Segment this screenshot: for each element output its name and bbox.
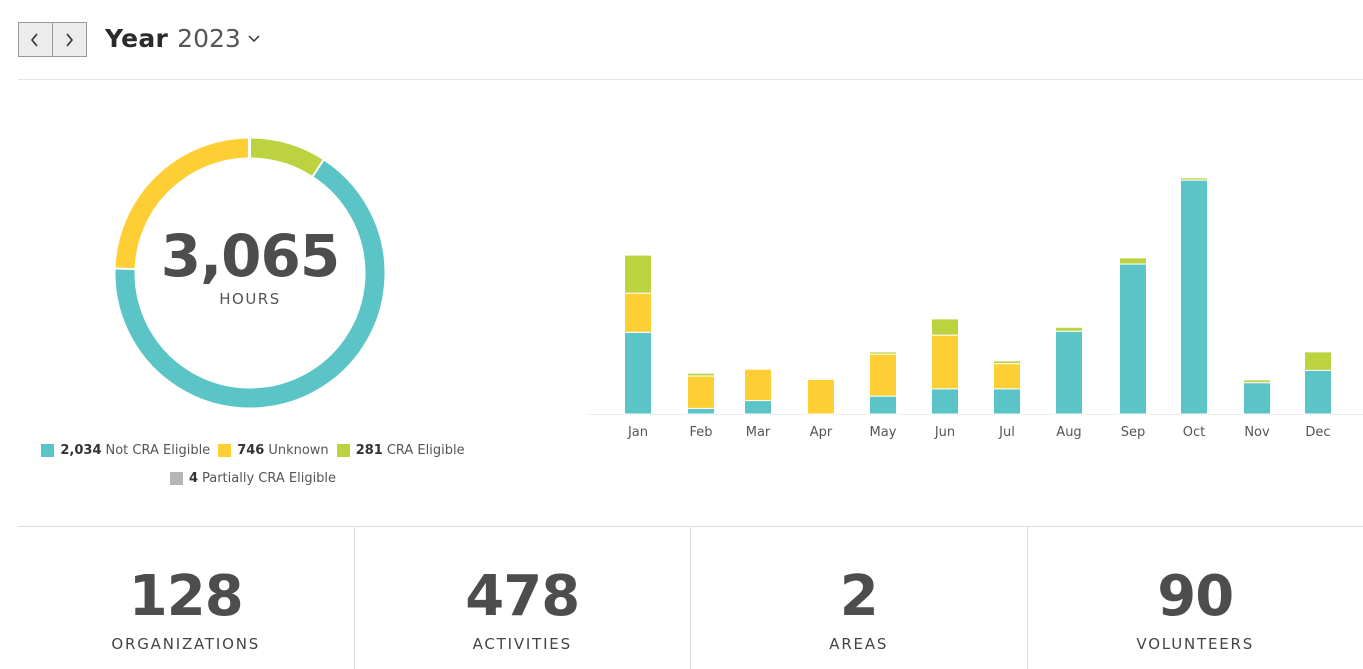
bar-jan-unknown[interactable] [624, 292, 652, 333]
legend-label: Unknown [268, 442, 329, 458]
bar-apr-unknown[interactable] [807, 378, 835, 415]
chevron-left-icon [31, 32, 38, 47]
legend-row: 2,034 Not CRA Eligible 746 Unknown 281 CRA El… [18, 438, 488, 462]
previous-year-button[interactable] [18, 22, 53, 57]
bar-nov-cra-eligible[interactable] [1243, 379, 1271, 384]
bar-may-unknown[interactable] [869, 353, 897, 397]
stat-volunteers: 90 VOLUNTEERS [1026, 527, 1363, 669]
stat-label: ACTIVITIES [472, 635, 572, 653]
bar-oct-cra-eligible[interactable] [1180, 177, 1208, 181]
legend-swatch [169, 471, 183, 485]
donut-svg [115, 138, 385, 408]
legend-count: 2,034 [60, 442, 102, 458]
donut-center: 3,065 HOURS [115, 138, 385, 408]
bar-aug-cra-eligible[interactable] [1055, 326, 1083, 332]
stat-activities: 478 ACTIVITIES [353, 527, 691, 669]
legend-label: CRA Eligible [386, 442, 465, 458]
summary-stats: 128 ORGANIZATIONS 478 ACTIVITIES 2 AREAS… [18, 527, 1363, 669]
bar-jun-cra-eligible[interactable] [931, 318, 959, 336]
legend-item[interactable]: 746 Unknown [218, 443, 329, 458]
stat-organizations: 128 ORGANIZATIONS [18, 527, 354, 669]
year-selector[interactable]: Year 2023 [105, 24, 260, 54]
stats-divider [18, 526, 1363, 527]
bar-nov-not-cra-eligible[interactable] [1243, 382, 1271, 415]
donut-separator [311, 158, 325, 178]
bar-mar-unknown[interactable] [744, 368, 772, 402]
bar-dec-cra-eligible[interactable] [1304, 351, 1332, 371]
bar-aug-not-cra-eligible[interactable] [1055, 330, 1083, 415]
legend-label: Partially CRA Eligible [201, 470, 337, 486]
x-tick-label: Nov [1244, 425, 1270, 440]
bar-dec-not-cra-eligible[interactable] [1304, 369, 1332, 415]
hours-unit-label: HOURS [219, 290, 281, 308]
x-tick-label: Jul [998, 425, 1015, 440]
stat-value: 2 [839, 564, 879, 629]
bar-jan-cra-eligible[interactable] [624, 254, 652, 294]
x-tick-label: Jan [627, 425, 648, 440]
donut-segment-cra-eligible [249, 138, 324, 177]
x-tick-label: Sep [1121, 425, 1146, 440]
bar-feb-unknown[interactable] [687, 375, 715, 409]
x-tick-label: May [870, 425, 897, 440]
header-divider [18, 79, 1363, 80]
x-tick-label: Aug [1056, 425, 1081, 440]
year-value[interactable]: 2023 [177, 24, 241, 53]
bar-feb-not-cra-eligible[interactable] [687, 407, 715, 415]
donut-separator [115, 267, 136, 271]
legend-count: 746 [237, 442, 265, 458]
legend-count: 4 [188, 470, 198, 486]
x-tick-label: Jun [934, 425, 955, 440]
donut-segment-unknown [115, 138, 250, 270]
bar-jun-not-cra-eligible[interactable] [931, 388, 959, 415]
bar-sep-cra-eligible[interactable] [1119, 257, 1147, 265]
legend-label: Not CRA Eligible [105, 442, 211, 458]
bar-jun-unknown[interactable] [931, 334, 959, 390]
bar-jul-unknown[interactable] [993, 363, 1021, 390]
bar-apr-cra-eligible[interactable] [807, 377, 835, 380]
legend-item[interactable]: 2,034 Not CRA Eligible [41, 443, 210, 458]
x-tick-label: Dec [1305, 425, 1330, 440]
stat-areas: 2 AREAS [690, 527, 1027, 669]
legend-count: 281 [355, 442, 383, 458]
year-navigation [18, 22, 87, 57]
x-tick-label: Mar [746, 425, 771, 440]
stat-value: 478 [465, 564, 580, 629]
x-tick-label: Apr [810, 425, 833, 440]
bar-jul-not-cra-eligible[interactable] [993, 388, 1021, 415]
legend-item[interactable]: 4 Partially CRA Eligible [169, 470, 337, 486]
legend-swatch [41, 443, 55, 457]
donut-legend: 2,034 Not CRA Eligible 746 Unknown 281 CRA El… [18, 438, 488, 494]
bar-may-cra-eligible[interactable] [869, 351, 897, 355]
stat-label: AREAS [829, 635, 889, 653]
x-tick-label: Oct [1183, 425, 1205, 440]
legend-swatch [218, 443, 232, 457]
bar-may-not-cra-eligible[interactable] [869, 395, 897, 415]
x-tick-label: Feb [689, 425, 712, 440]
monthly-hours-bar-chart: Jan Feb Mar Apr May Jun Jul Aug Sep Oct Nov Dec [588, 177, 1363, 440]
next-year-button[interactable] [52, 22, 87, 57]
legend-swatch [336, 443, 350, 457]
bar-feb-cra-eligible[interactable] [687, 372, 715, 377]
chevron-down-icon[interactable] [248, 35, 260, 43]
donut-segment-not-cra-eligible [115, 160, 385, 408]
bar-oct-not-cra-eligible[interactable] [1180, 179, 1208, 415]
bar-mar-not-cra-eligible[interactable] [744, 400, 772, 415]
hours-donut-chart: 3,065 HOURS [115, 138, 385, 408]
chevron-right-icon [66, 32, 74, 47]
stat-label: ORGANIZATIONS [111, 635, 261, 653]
stat-label: VOLUNTEERS [1136, 635, 1255, 653]
year-label: Year [105, 24, 169, 53]
legend-row: 4 Partially CRA Eligible [18, 466, 488, 490]
bar-sep-not-cra-eligible[interactable] [1119, 263, 1147, 415]
legend-item[interactable]: 281 CRA Eligible [336, 442, 465, 458]
bar-jul-cra-eligible[interactable] [993, 360, 1021, 365]
bar-jan-not-cra-eligible[interactable] [624, 331, 652, 415]
stat-value: 90 [1157, 564, 1234, 629]
stat-value: 128 [128, 564, 244, 629]
total-hours: 3,065 [160, 222, 340, 290]
